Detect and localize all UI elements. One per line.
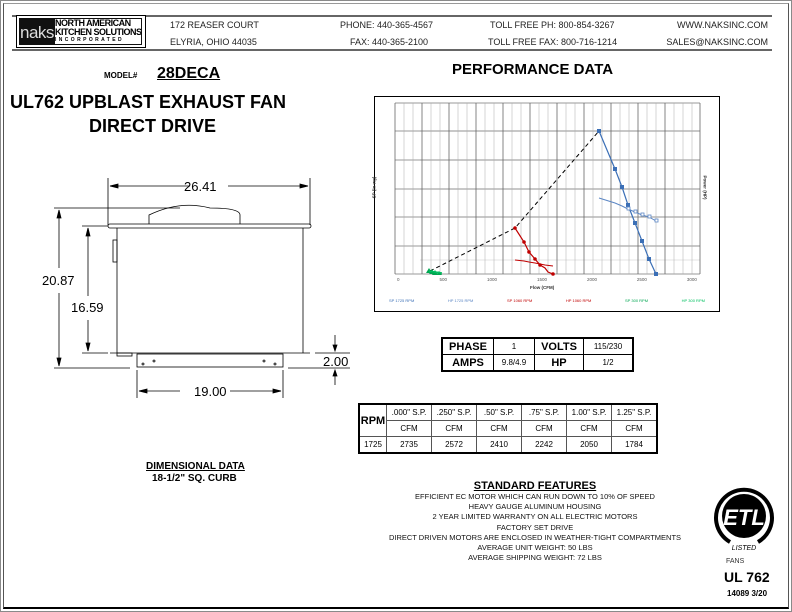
feature-item: DIRECT DRIVEN MOTORS ARE ENCLOSED IN WEA… — [388, 532, 682, 542]
dim-height-body: 16.59 — [71, 300, 104, 315]
rpm-value: 1725 — [358, 436, 387, 454]
toll-free-phone[interactable]: TOLL FREE PH: 800-854-3267 — [490, 20, 615, 30]
performance-heading: PERFORMANCE DATA — [452, 61, 614, 78]
phase-label: PHASE — [441, 337, 494, 355]
hp-value: 1/2 — [583, 354, 634, 372]
performance-chart: 0 500 1000 1500 2000 2500 3000 Flow (CFM… — [371, 96, 720, 312]
dim-curb-width: 19.00 — [194, 384, 227, 399]
amps-value: 9.8/4.9 — [493, 354, 535, 372]
performance-chart-plot — [394, 102, 701, 276]
cert-category: FANS — [726, 558, 745, 565]
logo-mark: naks — [20, 23, 54, 42]
logo-line-1: NORTH AMERICAN — [55, 18, 131, 28]
phase-value: 1 — [493, 337, 535, 355]
features-list: EFFICIENT EC MOTOR WHICH CAN RUN DOWN TO… — [370, 492, 700, 563]
cfm-value: 1784 — [611, 436, 658, 454]
dim-height-total: 20.87 — [42, 273, 75, 288]
y-axis-label: SP (in wg) — [371, 176, 377, 199]
dim-width-top: 26.41 — [184, 179, 217, 194]
legend-item: HP 300 RPM — [681, 298, 705, 303]
page-border — [3, 3, 789, 609]
x-tick: 2500 — [636, 277, 647, 282]
hp-label: HP — [534, 354, 584, 372]
fax: FAX: 440-365-2100 — [350, 37, 429, 47]
x-tick: 1000 — [486, 277, 497, 282]
x-axis-ticks: 0 500 1000 1500 2000 2500 3000 — [397, 277, 697, 282]
feature-item: AVERAGE UNIT WEIGHT: 50 LBS — [477, 543, 593, 553]
cfm-table: RPM .000" S.P. .250" S.P. .50" S.P. .75"… — [358, 403, 658, 454]
legend-item: HP 1725 RPM — [447, 298, 474, 303]
x-axis-label: Flow (CFM) — [530, 285, 555, 290]
website-link[interactable]: WWW.NAKSINC.COM — [677, 20, 768, 30]
product-title: UL762 UPBLAST EXHAUST FAN — [10, 92, 287, 112]
svg-text:ETL: ETL — [723, 505, 765, 530]
cfm-value: 2572 — [431, 436, 477, 454]
sp-header: .75" S.P. — [521, 403, 567, 421]
listed-text: LISTED — [732, 545, 757, 552]
cfm-value: 2735 — [386, 436, 432, 454]
logo-line-2: KITCHEN SOLUTIONS — [55, 27, 142, 37]
etl-listed-icon: ETL LISTED — [714, 487, 774, 552]
unit-header: CFM — [611, 420, 658, 437]
cert-standard: UL 762 — [724, 569, 770, 585]
legend-item: HP 1060 RPM — [565, 298, 592, 303]
feature-item: EFFICIENT EC MOTOR WHICH CAN RUN DOWN TO… — [415, 492, 655, 501]
dimensional-heading: DIMENSIONAL DATA — [146, 461, 245, 472]
rpm-header: RPM — [358, 403, 387, 437]
model-label: MODEL# — [104, 71, 138, 80]
x-tick: 500 — [439, 277, 447, 282]
legend-item: SP 1725 RPM — [389, 298, 415, 303]
unit-header: CFM — [521, 420, 567, 437]
unit-header: CFM — [386, 420, 432, 437]
electrical-table: PHASE 1 VOLTS 115/230 AMPS 9.8/4.9 HP 1/… — [441, 337, 634, 372]
sp-header: .50" S.P. — [476, 403, 522, 421]
cfm-value: 2410 — [476, 436, 522, 454]
model-number: 28DECA — [157, 65, 221, 82]
address-line-1: 172 REASER COURT — [170, 20, 259, 30]
phone: PHONE: 440-365-4567 — [340, 20, 434, 30]
unit-header: CFM — [566, 420, 612, 437]
sp-header: .250" S.P. — [431, 403, 477, 421]
sp-header: 1.00" S.P. — [566, 403, 612, 421]
unit-header: CFM — [476, 420, 522, 437]
amps-label: AMPS — [441, 354, 494, 372]
cfm-value: 2050 — [566, 436, 612, 454]
product-subtitle: DIRECT DRIVE — [89, 116, 217, 136]
header-rule-bottom — [12, 49, 772, 51]
unit-header: CFM — [431, 420, 477, 437]
volts-label: VOLTS — [534, 337, 584, 355]
document-code: 14089 3/20 — [727, 589, 768, 598]
x-tick: 0 — [397, 277, 400, 282]
volts-value: 115/230 — [583, 337, 634, 355]
y2-axis-label: Power (HP) — [702, 175, 708, 200]
x-tick: 3000 — [686, 277, 697, 282]
feature-item: AVERAGE SHIPPING WEIGHT: 72 LBS — [468, 553, 602, 563]
header-rule-top — [12, 15, 772, 17]
features-heading: STANDARD FEATURES — [473, 480, 597, 492]
sp-header: 1.25" S.P. — [611, 403, 658, 421]
feature-item: FACTORY SET DRIVE — [496, 522, 574, 532]
table-row: 1725 2735 2572 2410 2242 2050 1784 — [358, 436, 658, 454]
feature-item: 2 YEAR LIMITED WARRANTY ON ALL ELECTRIC … — [432, 512, 638, 522]
cfm-value: 2242 — [521, 436, 567, 454]
x-tick: 2000 — [586, 277, 597, 282]
feature-item: HEAVY GAUGE ALUMINUM HOUSING — [468, 502, 602, 512]
chart-legend: SP 1725 RPM HP 1725 RPM SP 1060 RPM HP 1… — [389, 298, 705, 303]
email-link[interactable]: SALES@NAKSINC.COM — [666, 37, 768, 47]
legend-item: SP 300 RPM — [625, 298, 649, 303]
sp-header: .000" S.P. — [386, 403, 432, 421]
toll-free-fax: TOLL FREE FAX: 800-716-1214 — [488, 37, 618, 47]
curb-size: 18-1/2" SQ. CURB — [152, 473, 237, 484]
x-tick: 1500 — [536, 277, 547, 282]
legend-item: SP 1060 RPM — [507, 298, 533, 303]
logo-line-3: INCORPORATED — [55, 37, 124, 43]
dim-curb-height: 2.00 — [323, 354, 349, 369]
address-line-2: ELYRIA, OHIO 44035 — [170, 37, 257, 47]
fan-dimension-drawing — [54, 178, 350, 398]
company-logo: naks NORTH AMERICAN KITCHEN SOLUTIONS IN… — [16, 15, 146, 48]
